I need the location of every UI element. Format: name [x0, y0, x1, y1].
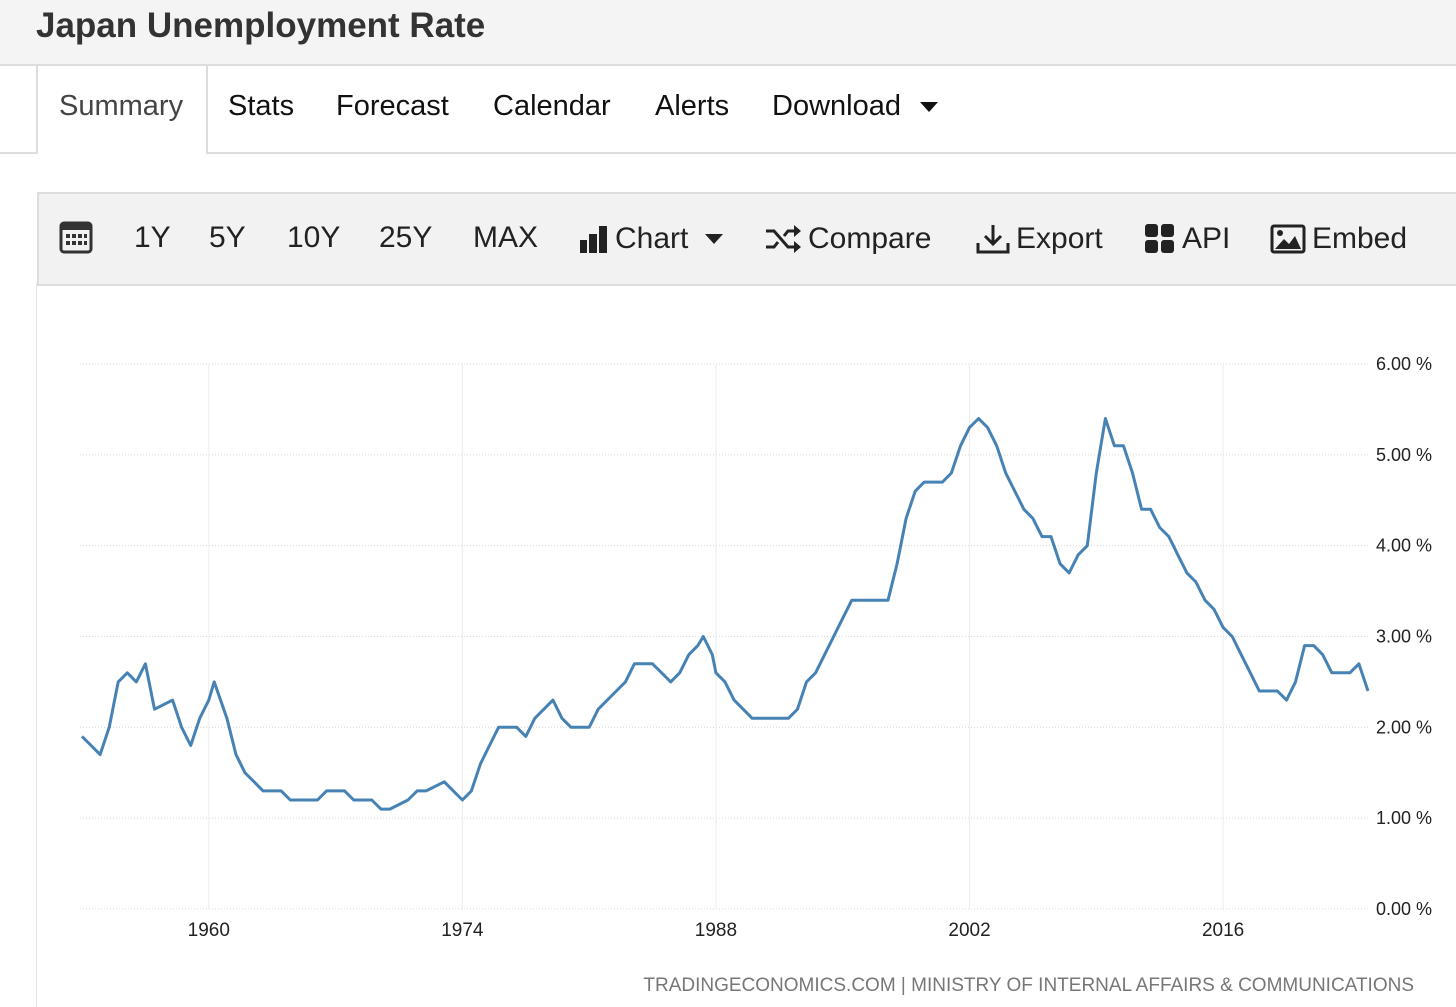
x-tick-label: 2002 — [948, 920, 990, 941]
shuffle-icon — [766, 225, 801, 253]
calendar-icon — [59, 221, 93, 254]
x-tick-label: 1960 — [188, 920, 230, 941]
image-icon — [1270, 224, 1306, 254]
range-button[interactable]: 1Y — [134, 221, 171, 254]
caret — [920, 102, 939, 113]
button-label: Compare — [808, 222, 932, 255]
panel-border — [36, 283, 37, 1007]
embed-button[interactable]: Embed — [1270, 222, 1407, 256]
button-label: Chart — [615, 222, 689, 255]
tab[interactable]: Stats — [228, 90, 295, 122]
y-tick-label: 1.00 % — [1376, 808, 1432, 828]
button-label: API — [1182, 222, 1231, 255]
range-button[interactable]: 10Y — [287, 221, 341, 254]
bar-icon — [580, 226, 607, 253]
x-tick-label: 1988 — [695, 920, 737, 941]
tab-label: Summary — [59, 90, 184, 122]
tab-label: Download — [772, 90, 901, 122]
caret — [705, 234, 724, 244]
range-button[interactable]: 5Y — [209, 221, 246, 254]
tab[interactable]: Summary — [36, 66, 208, 155]
compare-button[interactable]: Compare — [764, 222, 931, 256]
y-tick-label: 0.00 % — [1376, 899, 1432, 919]
y-tick-label: 2.00 % — [1376, 717, 1432, 737]
grid-icon — [1145, 224, 1174, 253]
y-tick-label: 4.00 % — [1376, 536, 1432, 556]
tab[interactable]: Alerts — [655, 90, 730, 122]
y-tick-label: 6.00 % — [1376, 354, 1432, 374]
toolbar: 1Y 5Y 10Y 25Y MAX Chart Compare Export A… — [37, 192, 1456, 286]
x-tick-label: 1974 — [441, 920, 484, 941]
y-tick-label: 5.00 % — [1376, 445, 1432, 465]
tab-bar: Summary Stats Forecast Calendar Alerts D… — [0, 66, 1456, 155]
tab[interactable]: Forecast — [336, 90, 449, 122]
data-line — [80, 417, 1370, 811]
tab[interactable]: Calendar — [493, 90, 611, 122]
button-label: Export — [1016, 222, 1103, 255]
api-button[interactable]: API — [1144, 222, 1230, 256]
page-title: Japan Unemployment Rate — [36, 6, 486, 45]
header: Japan Unemployment Rate — [0, 0, 1456, 66]
download-icon — [976, 225, 1010, 254]
chart: 0.00 % 1.00 % 2.00 % 3.00 % 4.00 % 5.00 % 6.00… — [80, 354, 1432, 996]
calendar-button[interactable] — [59, 220, 93, 254]
button-label: Embed — [1312, 222, 1408, 255]
x-tick-label: 2016 — [1202, 920, 1244, 941]
tab[interactable]: Download — [772, 90, 939, 123]
range-button[interactable]: MAX — [473, 221, 539, 254]
source-note: TRADINGECONOMICS.COM | MINISTRY OF INTER… — [643, 975, 1414, 996]
export-button[interactable]: Export — [976, 222, 1103, 256]
y-tick-label: 3.00 % — [1376, 627, 1432, 647]
range-button[interactable]: 25Y — [379, 221, 433, 254]
chart-button[interactable]: Chart — [579, 222, 724, 256]
